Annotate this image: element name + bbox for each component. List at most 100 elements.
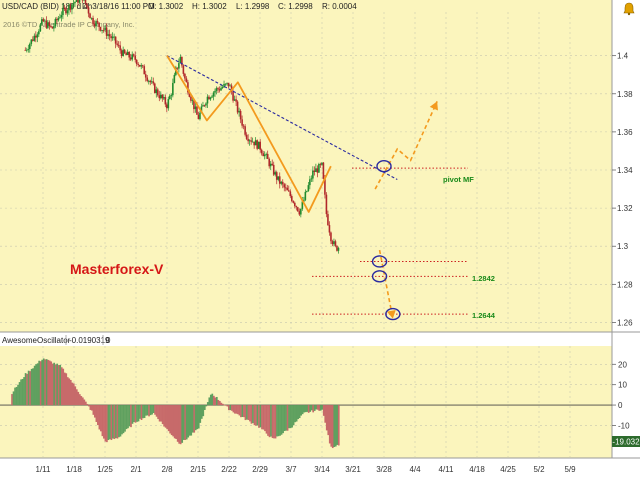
osc-bar bbox=[194, 405, 197, 431]
candle-body bbox=[42, 19, 45, 22]
header-datetime: D: 3/18/16 11:00 PM bbox=[82, 2, 155, 11]
candle-body bbox=[44, 20, 46, 22]
date-tick-label: 4/18 bbox=[469, 465, 485, 474]
header-symbol: USD/CAD (BID) 180 d 4h bbox=[2, 2, 92, 11]
osc-bar bbox=[206, 402, 209, 406]
osc-bar bbox=[220, 402, 223, 406]
osc-bar bbox=[255, 405, 257, 426]
candle-body bbox=[301, 201, 304, 209]
candle-body bbox=[131, 54, 133, 60]
date-tick-label: 1/18 bbox=[66, 465, 82, 474]
osc-bar bbox=[69, 379, 72, 406]
candle-body bbox=[248, 140, 251, 142]
candle-body bbox=[117, 44, 120, 46]
osc-bar bbox=[92, 405, 95, 415]
osc-bar bbox=[295, 405, 298, 422]
osc-bar bbox=[309, 405, 312, 412]
candle-body bbox=[135, 59, 138, 65]
candle-body bbox=[271, 163, 274, 165]
osc-bar bbox=[209, 394, 212, 406]
osc-bar bbox=[325, 405, 328, 431]
candle-body bbox=[74, 1, 76, 4]
osc-bar bbox=[256, 405, 259, 426]
osc-bar bbox=[97, 405, 99, 426]
candle-body bbox=[306, 190, 308, 192]
candle-body bbox=[209, 97, 212, 100]
candle-body bbox=[72, 3, 75, 5]
osc-bar bbox=[50, 361, 53, 406]
osc-bar bbox=[119, 405, 122, 437]
osc-bar bbox=[288, 405, 290, 429]
osc-current-badge-text: -19.032 bbox=[612, 438, 640, 447]
osc-value: -0.0190319 bbox=[69, 336, 110, 345]
candle-body bbox=[110, 36, 112, 39]
candle-body bbox=[220, 88, 222, 91]
osc-bar bbox=[218, 401, 221, 406]
osc-bar bbox=[42, 358, 45, 406]
osc-bar bbox=[160, 405, 162, 422]
osc-bar bbox=[289, 405, 292, 429]
candle-body bbox=[120, 50, 123, 56]
osc-bar bbox=[185, 405, 188, 440]
osc-bar bbox=[15, 386, 18, 406]
osc-bar bbox=[203, 405, 206, 410]
osc-bar bbox=[215, 396, 218, 406]
candle-body bbox=[239, 110, 242, 120]
osc-tick-label: 20 bbox=[618, 360, 627, 369]
osc-bar bbox=[14, 387, 16, 406]
osc-bar bbox=[103, 405, 105, 439]
osc-bar bbox=[45, 359, 48, 406]
osc-bar bbox=[81, 397, 84, 406]
candle-body bbox=[241, 119, 243, 126]
candle-body bbox=[87, 7, 90, 14]
candle-body bbox=[307, 185, 310, 191]
osc-bar bbox=[128, 405, 131, 427]
osc-bar bbox=[151, 405, 153, 415]
osc-bar bbox=[316, 405, 319, 410]
osc-bar bbox=[268, 405, 271, 438]
candle-body bbox=[333, 241, 335, 245]
osc-bar bbox=[167, 405, 170, 432]
osc-bar bbox=[241, 405, 244, 417]
candle-body bbox=[256, 140, 258, 149]
price-tick-label: 1.34 bbox=[617, 166, 633, 175]
candle-body bbox=[164, 97, 167, 105]
annotation-circle bbox=[376, 159, 392, 173]
osc-bar bbox=[140, 405, 143, 420]
osc-bar bbox=[259, 405, 262, 428]
bell-icon[interactable] bbox=[623, 2, 635, 16]
osc-bar bbox=[125, 405, 128, 430]
osc-bar bbox=[77, 391, 80, 406]
candle-body bbox=[266, 153, 269, 159]
osc-bar bbox=[95, 405, 98, 422]
candle-body bbox=[315, 168, 317, 172]
osc-bar bbox=[318, 405, 321, 411]
candle-body bbox=[235, 99, 237, 102]
candle-body bbox=[166, 104, 168, 109]
osc-bar bbox=[214, 397, 217, 406]
osc-bar bbox=[184, 405, 187, 440]
osc-bar bbox=[166, 405, 168, 430]
candle-body bbox=[260, 149, 263, 154]
candle-body bbox=[313, 170, 316, 172]
osc-bar bbox=[136, 405, 138, 422]
osc-bar bbox=[292, 405, 295, 426]
overlays bbox=[166, 55, 468, 321]
osc-bar bbox=[163, 405, 165, 427]
osc-bar bbox=[169, 405, 171, 434]
osc-bar bbox=[182, 405, 185, 440]
candle-body bbox=[218, 89, 221, 91]
osc-bar bbox=[30, 368, 33, 406]
candle-body bbox=[107, 34, 109, 36]
candle-body bbox=[33, 35, 36, 41]
candle-body bbox=[281, 181, 284, 185]
osc-bar bbox=[53, 362, 56, 406]
price-tick-label: 1.36 bbox=[617, 128, 633, 137]
osc-bar bbox=[158, 405, 161, 422]
candle-body bbox=[286, 187, 289, 191]
osc-bar bbox=[86, 403, 89, 406]
candle-body bbox=[101, 30, 103, 31]
osc-bar bbox=[27, 370, 30, 406]
osc-bar bbox=[62, 368, 65, 406]
candle-body bbox=[25, 49, 28, 51]
